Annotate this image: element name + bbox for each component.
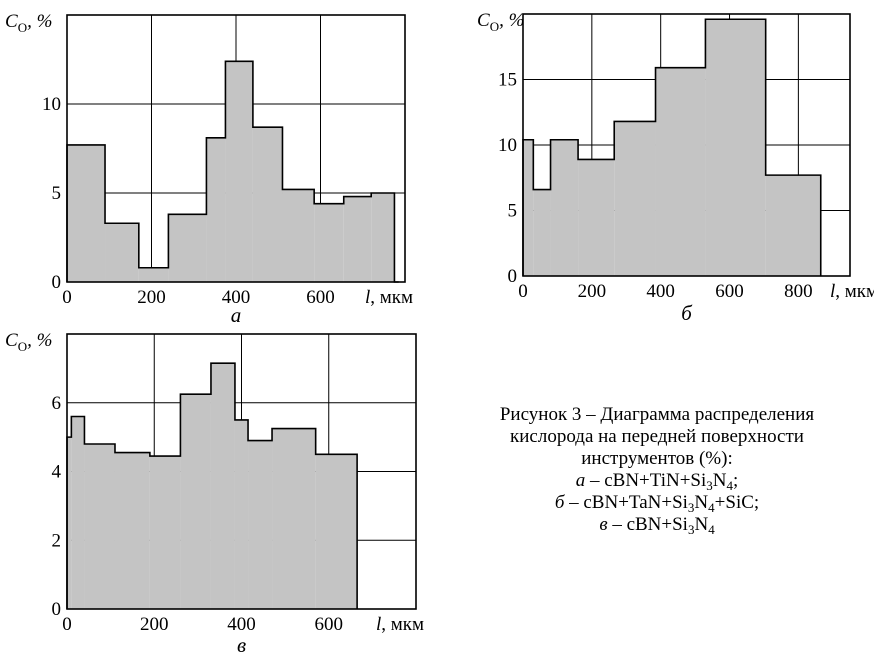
- step-bar: [138, 267, 169, 282]
- y-axis-label: CO, %: [477, 10, 524, 34]
- caption-item-a: а – cBN+TiN+Si3N4;: [575, 470, 739, 493]
- y-tick-label: 0: [52, 599, 62, 620]
- step-bar: [252, 127, 283, 282]
- y-tick-label: 0: [508, 266, 518, 287]
- step-bar: [71, 416, 85, 609]
- step-bar: [67, 437, 72, 609]
- x-tick-label: 200: [140, 614, 169, 635]
- step-bar: [180, 394, 211, 609]
- step-bar: [105, 223, 139, 282]
- caption-line-3: инструментов (%):: [581, 448, 733, 469]
- y-tick-label: 10: [498, 135, 517, 156]
- x-tick-label: 800: [784, 281, 813, 302]
- x-tick-label: 600: [306, 287, 335, 308]
- chart-panel-1: 0 200 400 600 0 5 10 CO, % l, мкм а: [5, 11, 413, 327]
- step-bar: [272, 428, 316, 609]
- y-tick-label: 6: [52, 393, 62, 414]
- y-tick-label: 5: [52, 183, 62, 204]
- panel-label: а: [231, 303, 242, 327]
- caption-item-c: в – cBN+Si3N4: [599, 514, 715, 537]
- x-tick-label: 400: [227, 614, 256, 635]
- step-bar: [578, 159, 615, 276]
- plot-frame: [66, 333, 417, 610]
- step-bar: [705, 19, 766, 277]
- step-bar: [84, 444, 115, 609]
- step-bar: [149, 456, 181, 609]
- step-bar: [343, 196, 372, 282]
- x-tick-label: 0: [518, 281, 528, 302]
- x-axis-label: l, мкм: [376, 614, 424, 635]
- step-bar: [655, 67, 706, 277]
- y-tick-label: 0: [52, 272, 62, 293]
- y-tick-label: 4: [52, 462, 62, 483]
- step-bar: [248, 440, 273, 609]
- y-tick-label: 2: [52, 530, 62, 551]
- step-outline: [522, 18, 822, 276]
- y-axis-label: CO, %: [5, 11, 52, 35]
- step-outline: [66, 60, 399, 283]
- x-tick-label: 400: [646, 281, 675, 302]
- step-bar: [765, 175, 821, 276]
- y-tick-label: 15: [498, 70, 517, 91]
- step-bar: [533, 189, 551, 276]
- x-tick-label: 600: [715, 281, 744, 302]
- x-axis-label: l, мкм: [365, 287, 413, 308]
- step-bar: [315, 454, 358, 609]
- y-tick-label: 10: [42, 94, 61, 115]
- step-bar: [523, 139, 534, 276]
- x-tick-label: 600: [315, 614, 344, 635]
- step-bar: [314, 203, 344, 282]
- plot-frame: [66, 14, 406, 283]
- y-tick-label: 5: [508, 201, 518, 222]
- caption-item-b: б – cBN+TaN+Si3N4+SiC;: [554, 492, 760, 515]
- caption-line-1: Рисунок 3 – Диаграмма распределения: [499, 404, 815, 425]
- step-bar: [114, 452, 150, 609]
- step-bar: [168, 214, 207, 282]
- step-bar: [206, 137, 226, 282]
- step-bar: [614, 121, 656, 276]
- panel-label: в: [237, 633, 246, 656]
- figure-caption: Рисунок 3 – Диаграмма распределения кисл…: [440, 404, 874, 536]
- step-bar: [225, 61, 253, 282]
- step-bar: [67, 144, 106, 282]
- chart-panel-3: 0 200 400 600 0 2 4 6 CO, % l, мкм в: [5, 330, 424, 656]
- x-tick-label: 200: [578, 281, 607, 302]
- step-bar: [234, 419, 249, 609]
- step-bar: [550, 139, 579, 276]
- step-bar: [371, 193, 395, 282]
- x-tick-label: 0: [62, 287, 72, 308]
- panel-label: б: [681, 301, 693, 325]
- x-tick-label: 400: [222, 287, 251, 308]
- step-bar: [210, 363, 235, 609]
- x-tick-label: 200: [137, 287, 166, 308]
- x-tick-label: 0: [62, 614, 72, 635]
- plot-frame: [522, 13, 851, 277]
- step-bar: [282, 189, 315, 282]
- caption-line-2: кислорода на передней поверхности: [510, 426, 804, 447]
- y-axis-label: CO, %: [5, 330, 52, 354]
- step-outline: [66, 362, 358, 609]
- x-axis-label: l, мкм: [830, 281, 874, 302]
- chart-panel-2: 0 200 400 600 800 0 5 10 15 CO, % l, мкм б: [477, 10, 874, 325]
